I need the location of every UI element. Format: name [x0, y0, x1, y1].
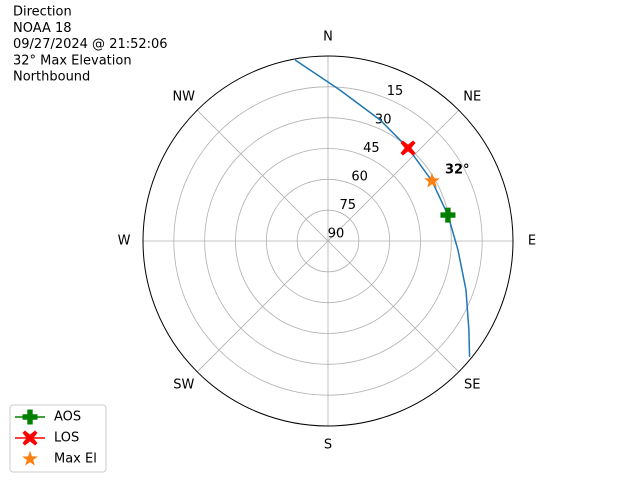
- theta-tick-label: SW: [173, 378, 194, 393]
- grid-ring: [204, 117, 452, 365]
- theta-tick-label: NW: [172, 89, 195, 104]
- annotation: 32°: [445, 162, 470, 177]
- theta-tick-label: SE: [464, 378, 480, 393]
- track-line: [294, 59, 471, 357]
- theta-tick-label: W: [118, 234, 131, 249]
- grid-ring: [235, 148, 421, 334]
- legend-label: AOS: [54, 410, 81, 425]
- title-line: 09/27/2024 @ 21:52:06: [13, 37, 168, 52]
- title-line: NOAA 18: [13, 21, 72, 36]
- r-tick-label: 45: [363, 141, 380, 156]
- title-line: Direction: [13, 5, 72, 20]
- r-tick-label: 15: [387, 84, 404, 99]
- r-tick-label: 30: [375, 113, 392, 128]
- theta-tick-label: E: [528, 234, 536, 249]
- grid-ring: [265, 178, 391, 304]
- marker-x: [400, 140, 416, 156]
- grid-ring: [296, 209, 360, 273]
- theta-tick-label: S: [324, 438, 332, 453]
- r-tick-label: 60: [351, 170, 368, 185]
- marker-plus: [440, 207, 456, 223]
- legend-marker: [22, 409, 38, 425]
- theta-tick-label: NE: [463, 89, 481, 104]
- title-line: 32° Max Elevation: [13, 53, 132, 68]
- theta-tick-label: N: [323, 30, 333, 45]
- r-tick-label: 75: [340, 198, 357, 213]
- title-line: Northbound: [13, 70, 90, 85]
- legend-box: [9, 404, 107, 473]
- grid-ring: [173, 86, 483, 396]
- legend-label: Max El: [54, 452, 97, 467]
- legend-marker: [22, 430, 38, 446]
- legend-label: LOS: [54, 431, 79, 446]
- marker-star: [424, 172, 440, 188]
- legend-marker: [22, 450, 38, 466]
- r-tick-label: 90: [328, 227, 345, 242]
- polar-frame: [142, 55, 514, 427]
- legend: AOS LOS Max El: [9, 404, 107, 473]
